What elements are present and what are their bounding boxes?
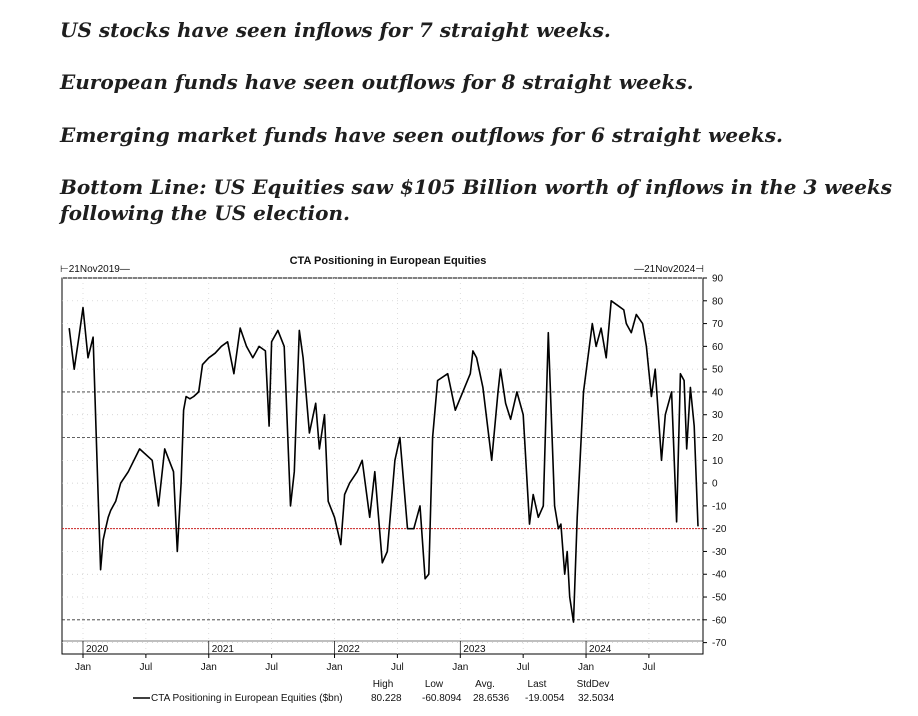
y-tick-label: 40 xyxy=(712,387,724,398)
plot-frame xyxy=(61,277,704,655)
x-tick-label: Jul xyxy=(517,662,530,673)
stat-header-low: Low xyxy=(425,679,444,690)
x-tick-label: Jul xyxy=(391,662,404,673)
y-tick-label: 80 xyxy=(712,296,724,307)
year-label: 2021 xyxy=(212,644,235,655)
stat-value-avg: 28.6536 xyxy=(473,693,510,704)
y-tick-label: 50 xyxy=(712,365,724,376)
x-tick-label: Jul xyxy=(139,662,152,673)
year-label: 2020 xyxy=(86,644,109,655)
y-tick-label: 90 xyxy=(712,274,724,285)
headline-em-outflows: Emerging market funds have seen outflows… xyxy=(60,123,783,147)
cta-chart: CTA Positioning in European Equities ⊢21… xyxy=(0,250,918,711)
x-tick-label: Jan xyxy=(452,662,468,673)
x-tick-label: Jan xyxy=(326,662,342,673)
chart-title: CTA Positioning in European Equities xyxy=(290,255,487,267)
cta-chart-svg: CTA Positioning in European Equities ⊢21… xyxy=(60,255,727,704)
stat-value-stddev: 32.5034 xyxy=(578,693,615,704)
y-tick-label: -60 xyxy=(712,615,727,626)
y-tick-label: -20 xyxy=(712,524,727,535)
start-date-label: ⊢21Nov2019— xyxy=(60,264,130,275)
year-label: 2022 xyxy=(338,644,361,655)
y-axis: 90 80 70 60 50 40 30 20 10 0 -10 -20 -30 -40 -50 -60 -70 xyxy=(703,274,727,649)
stat-header-high: High xyxy=(373,679,394,690)
headline-european-outflows: European funds have seen outflows for 8 … xyxy=(60,70,694,94)
legend-label: CTA Positioning in European Equities ($b… xyxy=(151,693,343,704)
x-tick-label: Jan xyxy=(201,662,217,673)
y-tick-label: 20 xyxy=(712,433,724,444)
y-tick-label: -30 xyxy=(712,547,727,558)
x-tick-label: Jul xyxy=(643,662,656,673)
end-date-label: —21Nov2024⊣ xyxy=(634,264,704,275)
y-tick-label: 60 xyxy=(712,342,724,353)
headline-bottom-line: Bottom Line: US Equities saw $105 Billio… xyxy=(60,175,893,199)
y-tick-label: 0 xyxy=(712,479,718,490)
year-label: 2023 xyxy=(463,644,486,655)
y-tick-label: -10 xyxy=(712,501,727,512)
y-tick-label: 70 xyxy=(712,319,724,330)
x-tick-label: Jul xyxy=(265,662,278,673)
stat-header-last: Last xyxy=(528,679,547,690)
stat-value-last: -19.0054 xyxy=(525,693,565,704)
year-label: 2024 xyxy=(589,644,612,655)
x-tick-label: Jan xyxy=(578,662,594,673)
stat-value-low: -60.8094 xyxy=(422,693,462,704)
grid-lines xyxy=(62,277,703,654)
x-axis: 2020 2021 2022 2023 2024 Jan Jul Jan Jul Jan Jul Ja… xyxy=(62,640,703,673)
y-tick-label: -40 xyxy=(712,570,727,581)
y-tick-label: -50 xyxy=(712,593,727,604)
series-line-cta-positioning xyxy=(68,300,699,623)
stat-value-high: 80.228 xyxy=(371,693,402,704)
stat-header-avg: Avg. xyxy=(475,679,495,690)
headline-bottom-line-cont: following the US election. xyxy=(60,201,350,225)
y-tick-label: -70 xyxy=(712,638,727,649)
y-tick-label: 30 xyxy=(712,410,724,421)
headline-us-inflows: US stocks have seen inflows for 7 straig… xyxy=(60,18,611,42)
x-tick-label: Jan xyxy=(75,662,91,673)
y-tick-label: 10 xyxy=(712,456,724,467)
stat-header-stddev: StdDev xyxy=(577,679,610,690)
